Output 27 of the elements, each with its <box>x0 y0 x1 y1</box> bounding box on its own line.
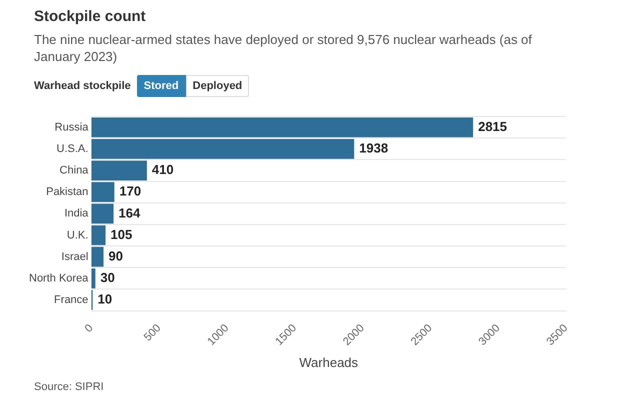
y-tick-label: North Korea <box>28 272 90 284</box>
y-tick-label: U.S.A. <box>56 142 88 155</box>
y-tick-label: India <box>64 208 90 220</box>
text: Warhead stockpile <box>34 80 131 92</box>
x-axis-title: Warheads <box>299 354 359 370</box>
y-tick-label: France <box>54 294 88 306</box>
data-label: 10 <box>98 292 112 307</box>
y-tick-label: U.K. <box>66 229 88 242</box>
y-tick-label: China <box>60 164 90 177</box>
y-tick-label: Russia <box>54 121 90 134</box>
data-label: 410 <box>152 162 174 178</box>
y-tick-label: Pakistan <box>46 186 88 198</box>
y-tick-label: Israel <box>61 250 88 263</box>
data-label: 30 <box>100 270 115 285</box>
data-label: 90 <box>108 248 123 264</box>
x-tick-label: 500 <box>142 322 164 344</box>
text: Stored <box>136 75 186 97</box>
x-tick-label: 0 <box>82 322 96 336</box>
data-label: 1938 <box>359 140 388 156</box>
data-label: 2815 <box>478 118 508 134</box>
chart-subtitle: The nine nuclear-armed states have deployed or stored 9,576 nuclear warheads (as of January 2023) <box>34 31 533 65</box>
chart-title: Stockpile count <box>34 8 147 25</box>
data-label: 170 <box>119 184 142 199</box>
data-label: 105 <box>110 226 132 242</box>
data-label: 164 <box>118 205 142 220</box>
text: Deployed <box>186 75 250 97</box>
source-note: Source: SIPRI <box>34 381 105 393</box>
